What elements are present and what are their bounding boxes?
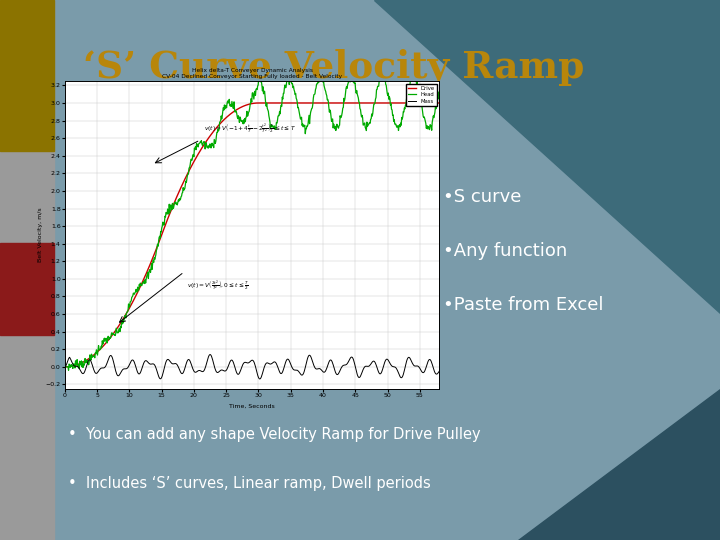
Text: •Any function: •Any function — [443, 242, 567, 260]
Mass — [60, 363, 69, 370]
Bar — [0, 0, 54, 540]
Text: •Paste from Excel: •Paste from Excel — [443, 296, 603, 314]
Y-axis label: Belt Velocity, m/s: Belt Velocity, m/s — [37, 207, 42, 262]
Head — [353, 91, 361, 97]
Line: Mass: Mass — [65, 355, 439, 379]
Head — [348, 72, 356, 79]
Drive — [307, 100, 315, 106]
Bar — [0, 243, 54, 335]
Line: Drive: Drive — [65, 103, 439, 367]
Text: $v(t)=V\left(-1+4\frac{t}{T}-2\frac{t^2}{T^2}\right)\frac{T}{2}\leq t\leq T$: $v(t)=V\left(-1+4\frac{t}{T}-2\frac{t^2}… — [204, 122, 295, 137]
Head — [64, 367, 73, 374]
Head — [399, 109, 408, 115]
Mass — [256, 376, 264, 382]
Text: $v(t)=V\left(\frac{2t^2}{T^2}\right), 0\leq t\leq\frac{T}{2}$: $v(t)=V\left(\frac{2t^2}{T^2}\right), 0\… — [187, 279, 250, 293]
Drive — [152, 246, 161, 252]
Text: ‘S’ Curve Velocity Ramp: ‘S’ Curve Velocity Ramp — [83, 49, 584, 86]
Mass — [307, 356, 316, 362]
Head — [153, 246, 161, 252]
Drive — [254, 100, 263, 106]
Bar — [0, 0, 54, 151]
Legend: Drive, Head, Mass: Drive, Head, Mass — [406, 84, 436, 106]
Drive — [352, 100, 361, 106]
Mass — [152, 366, 161, 373]
X-axis label: Time, Seconds: Time, Seconds — [229, 403, 275, 409]
Title: Helix delta-T Conveyer Dynamic Analysis
CV-04 Declined Conveyor Starting Fully l: Helix delta-T Conveyer Dynamic Analysis … — [162, 69, 342, 79]
Mass — [353, 372, 361, 378]
Mass — [179, 369, 187, 376]
Text: •S curve: •S curve — [443, 188, 521, 206]
Mass — [435, 368, 444, 375]
Polygon shape — [518, 389, 720, 540]
Mass — [399, 371, 408, 377]
Head — [307, 107, 315, 113]
Line: Head: Head — [65, 76, 439, 370]
Head — [60, 363, 69, 370]
Drive — [179, 179, 187, 186]
Mass — [206, 352, 215, 358]
Drive — [60, 363, 69, 370]
Head — [166, 201, 175, 208]
Polygon shape — [374, 0, 720, 313]
Text: •  You can add any shape Velocity Ramp for Drive Pulley: • You can add any shape Velocity Ramp fo… — [68, 427, 481, 442]
Drive — [398, 100, 407, 106]
Head — [179, 187, 188, 194]
Mass — [166, 359, 175, 365]
Drive — [166, 209, 175, 215]
Drive — [435, 100, 444, 106]
Head — [435, 89, 444, 95]
Text: •  Includes ‘S’ curves, Linear ramp, Dwell periods: • Includes ‘S’ curves, Linear ramp, Dwel… — [68, 476, 431, 491]
